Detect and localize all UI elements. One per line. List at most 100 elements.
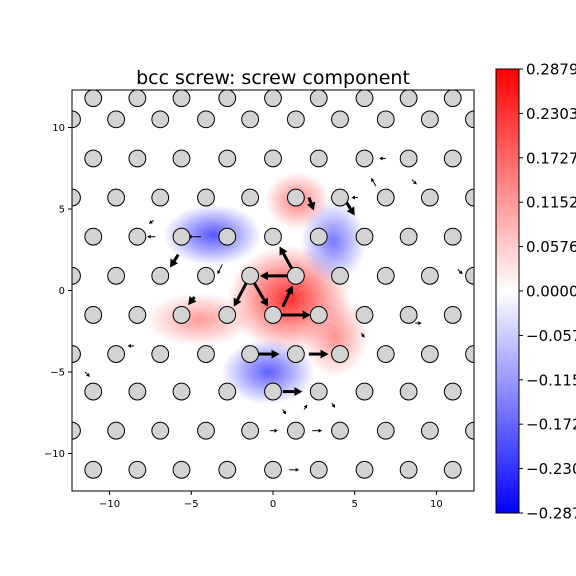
atom-marker [241,188,260,207]
atom-marker [264,382,282,401]
atom-marker [107,266,126,285]
atom-marker [331,345,349,363]
atom-marker [355,149,374,168]
atom-marker [355,306,374,324]
atom-marker [218,90,237,108]
atom-marker [151,188,170,207]
atom-marker [443,90,462,108]
displacement-arrow-small [411,179,417,185]
atom-marker [465,421,474,440]
atom-marker [128,149,147,168]
atom-marker [197,110,215,129]
colorbar-gradient [495,68,520,514]
atom-marker [72,266,81,285]
x-tick-label: 5 [352,499,358,510]
atom-marker [151,266,170,285]
atom-marker [84,227,103,246]
atom-marker [107,421,126,440]
atom-marker [264,306,282,324]
atom-marker [399,460,418,479]
atom-marker [241,421,260,440]
atom-marker [443,227,462,246]
atom-marker [376,266,395,285]
atom-marker [309,227,328,246]
displacement-arrow [345,201,355,216]
atom-marker [84,306,103,324]
atom-marker [172,460,191,479]
displacement-arrow-small [360,332,365,338]
atom-marker [84,460,103,479]
atom-marker [309,382,328,401]
atom-marker [443,306,462,324]
atom-marker [443,460,462,479]
atom-marker [172,90,191,108]
y-tick-label: 10 [52,123,65,134]
y-tick-label: −10 [44,449,65,460]
y-tick-label: 5 [59,204,65,215]
atom-marker [128,382,147,401]
colorbar-tick-label: 0.1152 [526,194,576,212]
atom-marker [376,110,395,129]
displacement-arrow-small [457,268,463,275]
atom-marker [197,345,215,363]
displacement-arrow-small [379,156,386,161]
displacement-arrow-small [351,195,358,200]
colorbar-tick-label: 0.2303 [526,105,576,123]
colorbar-tick-label: −0.1152 [526,371,576,389]
x-axis: −10 −5 0 5 10 [99,491,443,510]
atom-marker [128,306,147,324]
atom-marker [172,227,191,246]
atom-marker [264,460,282,479]
atom-marker [355,90,374,108]
y-tick-label: 0 [59,286,65,297]
displacement-arrow-small [331,402,336,408]
atom-marker [286,188,305,207]
y-tick-label: −5 [50,368,65,379]
atom-marker [72,188,81,207]
atom-marker [286,421,305,440]
atom-marker [443,149,462,168]
displacement-arrow [188,296,197,306]
displacement-arrow [281,285,294,308]
displacement-arrow-small [217,264,223,275]
atom-marker [399,90,418,108]
atom-marker [218,382,237,401]
atom-marker [128,227,147,246]
atom-marker [355,460,374,479]
atom-marker [172,149,191,168]
atom-marker [331,266,349,285]
x-tick-label: 0 [270,499,276,510]
atom-marker [309,90,328,108]
displacement-arrow-small [303,404,308,410]
atom-marker [420,110,439,129]
displacement-arrow [170,253,180,268]
plot-area: −10 −5 0 5 10 −10 −5 0 5 10 [44,89,475,510]
atom-marker [376,188,395,207]
displacement-arrow [282,387,303,396]
chart-title: bcc screw: screw component [136,67,410,89]
x-tick-label: 10 [430,499,443,510]
displacement-arrow [306,197,316,211]
atom-marker [264,149,282,168]
y-axis: −10 −5 0 5 10 [44,123,72,460]
field-lobe [163,204,262,266]
colorbar-tick-label: 0.0576 [526,238,576,256]
atom-marker [465,110,474,129]
colorbar-tick-label: −0.2303 [526,460,576,478]
atom-marker [107,110,126,129]
displacement-arrow-small [84,371,90,377]
atom-marker [355,382,374,401]
displacement-arrow-small [312,428,323,433]
atom-marker [309,149,328,168]
atom-marker [264,227,282,246]
displacement-arrow-small [289,467,300,472]
displacement-arrow-small [127,343,135,348]
atom-marker [465,266,474,285]
atom-marker [331,421,349,440]
atom-marker [151,110,170,129]
atom-marker [72,110,81,129]
atom-marker [72,421,81,440]
atom-marker [128,460,147,479]
atom-marker [72,345,81,363]
atom-marker [218,227,237,246]
